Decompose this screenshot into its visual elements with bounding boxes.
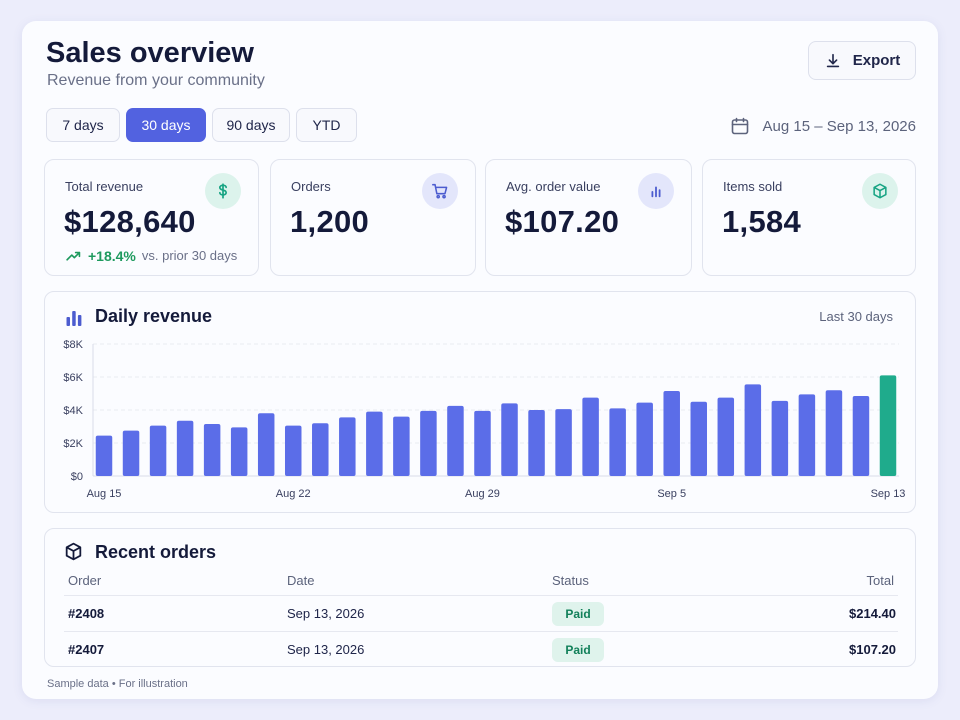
revenue-bar[interactable] (284, 425, 302, 476)
bar-chart-icon (638, 173, 674, 209)
footnote: Sample data • For illustration (47, 678, 188, 690)
x-tick-label: Sep 13 (871, 488, 906, 500)
revenue-bar[interactable] (771, 400, 789, 476)
order-date: Sep 13, 2026 (287, 642, 365, 657)
kpi-label: Avg. order value (506, 179, 601, 194)
revenue-bar[interactable] (528, 410, 545, 476)
date-range-picker[interactable]: Aug 15 – Sep 13, 2026 (730, 116, 916, 136)
revenue-bar[interactable] (312, 423, 329, 476)
status-badge: Paid (552, 602, 604, 626)
kpi-total-revenue: Total revenue $128,640 +18.4% vs. prior … (44, 159, 259, 276)
column-header-order: Order (68, 573, 102, 588)
bar-chart-icon (66, 311, 82, 326)
dollar-icon (205, 173, 241, 209)
order-id: #2407 (68, 642, 105, 657)
cart-icon (422, 173, 458, 209)
order-id: #2408 (68, 606, 105, 621)
tab-90-days[interactable]: 90 days (212, 108, 290, 142)
chart-title: Daily revenue (95, 306, 213, 326)
y-tick-label: $2K (63, 438, 83, 450)
order-date: Sep 13, 2026 (287, 606, 365, 621)
revenue-bar[interactable] (879, 375, 897, 476)
order-total: $214.40 (849, 606, 896, 621)
revenue-bar[interactable] (420, 410, 437, 476)
revenue-bar[interactable] (555, 409, 572, 476)
dashboard-card: Sales overview Revenue from your communi… (22, 21, 938, 699)
export-label: Export (852, 52, 901, 69)
kpi-items-sold: Items sold 1,584 (702, 159, 916, 276)
revenue-bar[interactable] (474, 410, 491, 476)
revenue-bar[interactable] (122, 430, 140, 476)
daily-revenue-chart: $0 $2K $4K $6K $8K Aug 15 Aug 22 Aug 29 Sep 5 Sep… (63, 339, 906, 500)
revenue-bar[interactable] (663, 391, 680, 476)
revenue-bar[interactable] (203, 424, 221, 476)
y-tick-label: $0 (71, 471, 83, 483)
revenue-bar[interactable] (636, 402, 653, 476)
recent-orders-panel: Recent orders Order Date Status Total #2… (44, 528, 916, 667)
kpi-orders: Orders 1,200 (270, 159, 476, 276)
revenue-bar[interactable] (717, 397, 735, 476)
tab-ytd[interactable]: YTD (296, 108, 357, 142)
page-subtitle: Revenue from your community (47, 72, 265, 89)
trend-text: vs. prior 30 days (141, 248, 238, 263)
revenue-bar[interactable] (744, 384, 762, 476)
x-tick-label: Sep 5 (657, 488, 686, 500)
x-tick-label: Aug 15 (87, 488, 122, 500)
y-tick-label: $6K (63, 372, 83, 384)
tab-7-days[interactable]: 7 days (46, 108, 120, 142)
kpi-avg-order-value: Avg. order value $107.20 (485, 159, 692, 276)
status-badge: Paid (552, 638, 604, 662)
revenue-bar[interactable] (393, 416, 410, 476)
revenue-bar[interactable] (798, 394, 816, 476)
kpi-value: $128,640 (64, 204, 196, 239)
period-tabs: 7 days 30 days 90 days YTD (46, 108, 357, 142)
page-title: Sales overview (46, 37, 254, 69)
revenue-bar[interactable] (366, 411, 383, 476)
export-button[interactable]: Export (808, 41, 916, 80)
box-icon (65, 542, 82, 561)
y-tick-label: $4K (63, 405, 83, 417)
download-icon (826, 53, 839, 67)
column-header-status: Status (552, 573, 589, 588)
revenue-bar[interactable] (447, 405, 464, 476)
x-tick-label: Aug 29 (465, 488, 500, 500)
revenue-bar[interactable] (852, 395, 870, 476)
revenue-bar[interactable] (95, 435, 113, 476)
chart-range-label: Last 30 days (819, 309, 893, 324)
kpi-value: $107.20 (505, 204, 620, 239)
revenue-bar[interactable] (582, 397, 599, 476)
revenue-bar[interactable] (609, 408, 626, 476)
revenue-bar[interactable] (176, 420, 194, 476)
kpi-label: Orders (291, 179, 331, 194)
trend-up-icon (66, 251, 81, 261)
revenue-bar[interactable] (149, 425, 167, 476)
kpi-label: Items sold (723, 179, 783, 194)
column-header-date: Date (287, 573, 315, 588)
tab-30-days[interactable]: 30 days (126, 108, 206, 142)
daily-revenue-panel: Daily revenue Last 30 days $0 $2K $4K $6K $8… (44, 291, 916, 513)
box-icon (862, 173, 898, 209)
kpi-value: 1,200 (290, 204, 370, 239)
orders-title: Recent orders (95, 542, 217, 562)
column-header-total: Total (866, 573, 894, 588)
trend-percent: +18.4% (88, 247, 136, 264)
revenue-bar[interactable] (230, 427, 248, 476)
x-tick-label: Aug 22 (276, 488, 311, 500)
revenue-bar[interactable] (501, 403, 518, 476)
y-tick-label: $8K (63, 339, 83, 351)
order-total: $107.20 (849, 642, 896, 657)
table-row[interactable]: #2407 Sep 13, 2026 Paid $107.20 (64, 631, 898, 667)
kpi-value: 1,584 (722, 204, 802, 239)
revenue-bar[interactable] (257, 413, 275, 476)
kpi-trend: +18.4% vs. prior 30 days (65, 247, 237, 264)
kpi-label: Total revenue (65, 179, 144, 194)
revenue-bar[interactable] (339, 417, 356, 476)
revenue-bar[interactable] (825, 390, 843, 476)
table-row[interactable]: #2408 Sep 13, 2026 Paid $214.40 (64, 595, 898, 631)
date-range-label: Aug 15 – Sep 13, 2026 (762, 117, 916, 135)
calendar-icon (731, 117, 748, 135)
revenue-bar[interactable] (690, 401, 708, 476)
